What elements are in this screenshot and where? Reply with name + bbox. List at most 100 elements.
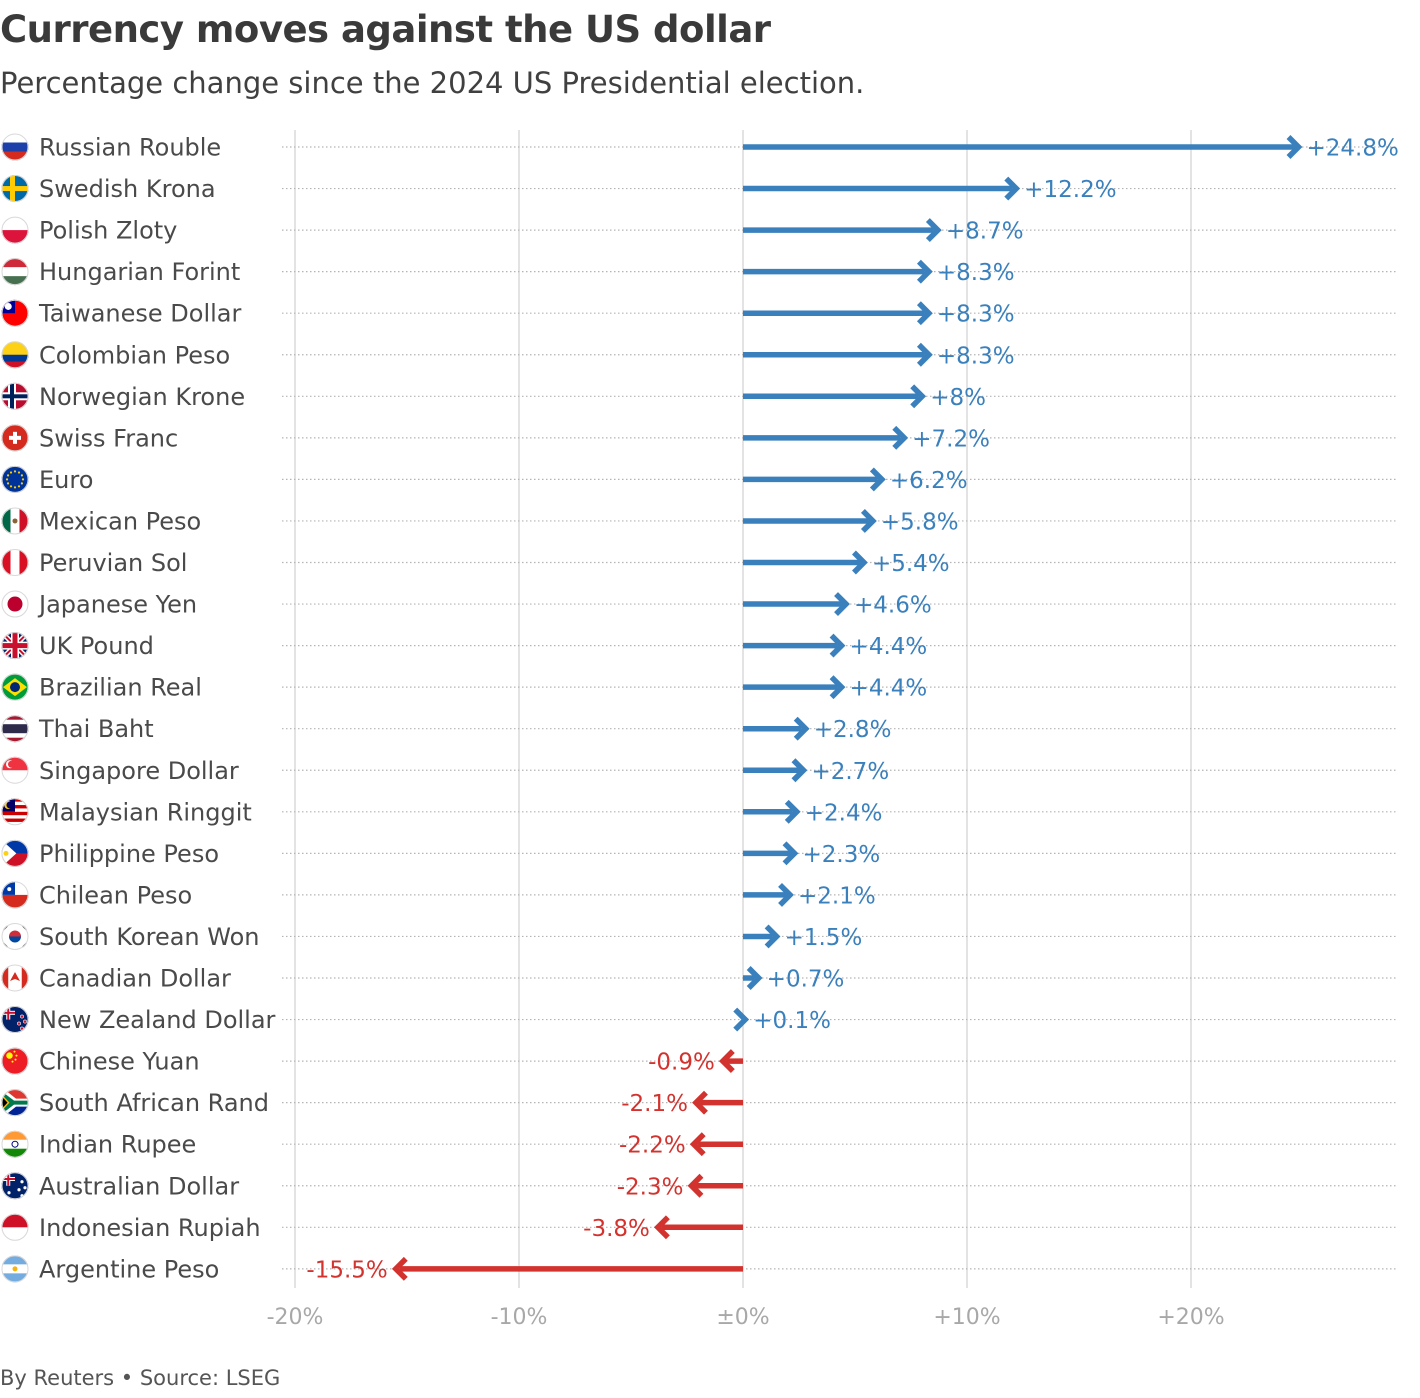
value-label: +4.6% xyxy=(854,593,932,619)
category-label: Indonesian Rupiah xyxy=(39,1214,261,1242)
taiwan-flag-icon xyxy=(1,299,29,327)
gridlines xyxy=(282,130,1398,1288)
brazil-flag-icon xyxy=(1,673,29,701)
new-zealand-flag-icon xyxy=(1,1006,29,1034)
category-label: Mexican Peso xyxy=(39,507,201,535)
indonesia-flag-icon xyxy=(1,1213,29,1241)
category-label: Polish Zloty xyxy=(39,217,177,245)
category-label: Argentine Peso xyxy=(39,1255,219,1283)
category-label: Hungarian Forint xyxy=(39,258,240,286)
poland-flag-icon xyxy=(1,216,29,244)
category-label: Brazilian Real xyxy=(39,674,202,702)
value-label: -2.1% xyxy=(621,1091,688,1117)
switzerland-flag-icon xyxy=(1,424,29,452)
category-label: Peruvian Sol xyxy=(39,549,187,577)
bar-arrow xyxy=(391,1256,743,1281)
bar-arrow xyxy=(743,592,850,616)
value-label: +5.8% xyxy=(881,509,959,535)
category-label: Malaysian Ringgit xyxy=(39,798,252,826)
south-korea-flag-icon xyxy=(1,922,29,950)
value-label: +0.1% xyxy=(753,1008,831,1034)
bar-arrow xyxy=(689,1132,743,1157)
bar-arrow xyxy=(743,633,846,658)
colombia-flag-icon xyxy=(1,341,29,369)
value-label: +8% xyxy=(930,385,986,411)
bar-arrow xyxy=(743,550,868,575)
australia-flag-icon xyxy=(1,1172,29,1200)
malaysia-flag-icon xyxy=(1,798,29,826)
bar-arrow xyxy=(743,425,909,450)
bar-arrow xyxy=(743,509,877,533)
x-tick-label: -10% xyxy=(491,1305,548,1330)
chile-flag-icon xyxy=(1,881,29,909)
india-flag-icon xyxy=(1,1130,29,1158)
x-axis-ticks: -20% -10% ±0% +10% +20% xyxy=(267,1305,1225,1330)
category-label: South Korean Won xyxy=(39,923,259,951)
bars: +24.8% +12.2%+8.7% +8.3% +8.3% +8.3% +8% +7.2%… xyxy=(306,135,1399,1283)
category-label: Thai Baht xyxy=(38,715,154,743)
south-africa-flag-icon xyxy=(1,1089,29,1117)
bar-arrow xyxy=(733,1007,750,1032)
bar-arrow xyxy=(743,301,933,326)
value-label: +4.4% xyxy=(850,676,928,702)
category-label: Swedish Krona xyxy=(39,175,216,203)
category-label: Swiss Franc xyxy=(39,424,178,452)
rows: Russian Rouble Swedish Krona Polish Zloty H… xyxy=(1,133,276,1283)
value-label: +8.3% xyxy=(937,260,1015,286)
value-label: -3.8% xyxy=(583,1216,650,1242)
bar-arrow xyxy=(692,1090,743,1115)
value-label: +2.8% xyxy=(814,717,892,743)
footer-credit: By Reuters • Source: LSEG xyxy=(0,1366,281,1390)
norway-flag-icon xyxy=(1,382,29,410)
bar-arrow xyxy=(743,259,933,284)
bar-arrow xyxy=(653,1215,743,1240)
value-label: -2.2% xyxy=(619,1133,686,1159)
peru-flag-icon xyxy=(1,549,29,576)
x-tick-label: +10% xyxy=(933,1305,1000,1330)
value-label: -2.3% xyxy=(617,1174,684,1200)
bar-arrow xyxy=(743,841,799,866)
value-label: +2.3% xyxy=(803,842,881,868)
bar-arrow xyxy=(743,675,846,700)
value-label: +5.4% xyxy=(872,551,950,577)
bar-arrow xyxy=(743,799,801,824)
mexico-flag-icon xyxy=(1,507,29,535)
eu-flag-icon xyxy=(1,465,29,493)
category-label: Singapore Dollar xyxy=(39,757,239,785)
category-label: Taiwanese Dollar xyxy=(38,300,241,328)
category-label: Indian Rupee xyxy=(39,1131,196,1159)
argentina-flag-icon xyxy=(1,1255,29,1283)
bar-chart: Russian Rouble Swedish Krona Polish Zloty H… xyxy=(1,130,1399,1330)
bar-arrow xyxy=(743,342,933,367)
value-label: +2.1% xyxy=(798,883,876,909)
bar-arrow xyxy=(743,924,781,949)
bar-arrow xyxy=(743,882,794,907)
japan-flag-icon xyxy=(1,590,29,618)
category-label: UK Pound xyxy=(39,632,154,660)
bar-arrow xyxy=(743,218,942,243)
sweden-flag-icon xyxy=(1,175,29,203)
category-label: Chilean Peso xyxy=(39,881,192,909)
category-label: Norwegian Krone xyxy=(39,383,245,411)
bar-arrow xyxy=(743,966,763,990)
value-label: +6.2% xyxy=(890,468,968,494)
x-tick-label: +20% xyxy=(1157,1305,1224,1330)
value-label: +2.7% xyxy=(811,759,889,785)
value-label: +12.2% xyxy=(1024,177,1116,203)
category-label: Canadian Dollar xyxy=(39,965,231,993)
category-label: Russian Rouble xyxy=(39,134,221,162)
russia-flag-icon xyxy=(1,133,29,161)
value-label: +2.4% xyxy=(805,800,883,826)
bar-arrow xyxy=(718,1049,743,1074)
category-label: Chinese Yuan xyxy=(39,1048,200,1076)
bar-arrow xyxy=(743,716,810,741)
value-label: +1.5% xyxy=(785,925,863,951)
x-tick-label: -20% xyxy=(267,1305,324,1330)
value-label: +8.3% xyxy=(937,302,1015,328)
value-label: +7.2% xyxy=(912,426,990,452)
bar-arrow xyxy=(743,135,1303,159)
canada-flag-icon xyxy=(1,964,29,992)
value-label: +8.7% xyxy=(946,219,1024,245)
china-flag-icon xyxy=(1,1047,29,1075)
value-label: -15.5% xyxy=(306,1257,387,1283)
